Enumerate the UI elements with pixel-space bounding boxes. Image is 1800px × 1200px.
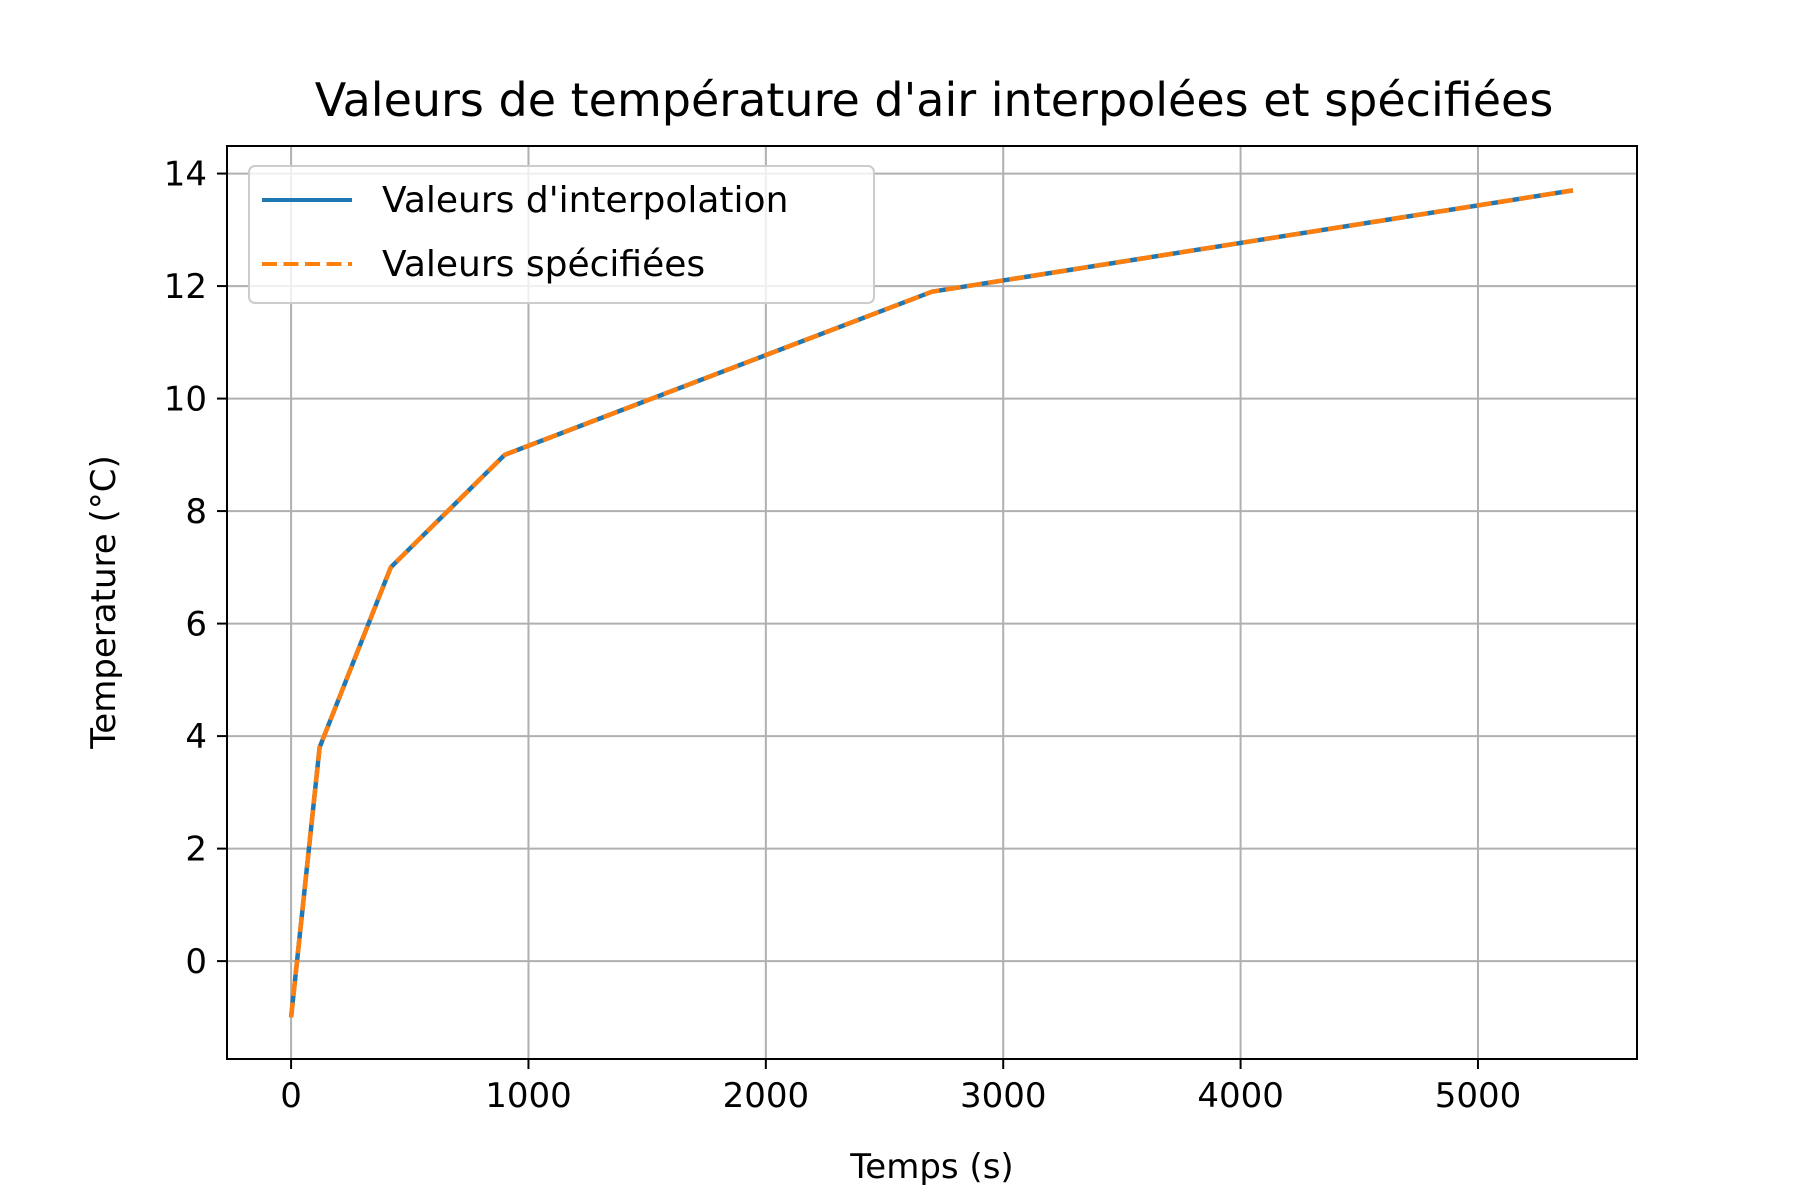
legend-label-specified: Valeurs spécifiées [382,244,705,285]
y-tick-label: 0 [185,942,207,982]
series-line-specified [288,188,1574,1018]
y-tick-label: 6 [185,605,207,645]
y-tick-label: 10 [164,380,207,420]
series-layer [288,188,1574,1018]
x-tick-label: 5000 [1435,1076,1522,1116]
ticks: 0 1000 2000 3000 4000 5000 0 2 4 6 8 10 12 14 [164,155,1521,1116]
y-axis-label: Temperature (°C) [84,455,124,749]
x-axis-label: Temps (s) [849,1147,1013,1187]
plot-frame [226,145,1638,1060]
y-tick-label: 12 [164,267,207,307]
x-tick-label: 1000 [485,1076,572,1116]
legend-label-interpolation: Valeurs d'interpolation [382,180,788,221]
x-tick-label: 2000 [723,1076,810,1116]
legend: Valeurs d'interpolation Valeurs spécifié… [248,165,875,304]
x-tick-label: 4000 [1197,1076,1284,1116]
legend-box [248,165,875,304]
chart-title: Valeurs de température d'air interpolées… [315,73,1554,127]
y-tick-label: 14 [164,155,207,195]
y-tick-label: 4 [185,717,207,757]
y-tick-label: 2 [185,830,207,870]
y-tick-label: 8 [185,492,207,532]
x-tick-label: 0 [280,1076,302,1116]
x-tick-label: 3000 [960,1076,1047,1116]
